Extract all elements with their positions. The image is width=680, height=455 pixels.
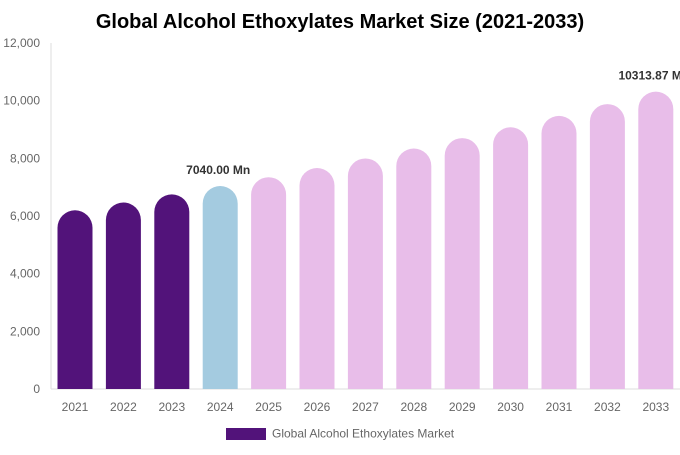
x-tick-label: 2032 xyxy=(594,400,621,414)
data-label: 7040.00 Mn xyxy=(186,163,250,177)
bar-2027[interactable] xyxy=(347,158,383,389)
x-tick-label: 2027 xyxy=(352,400,379,414)
x-tick-label: 2033 xyxy=(642,400,669,414)
y-tick-label: 0 xyxy=(33,382,40,396)
x-tick-label: 2029 xyxy=(449,400,476,414)
bar-2024[interactable] xyxy=(202,186,238,389)
x-axis: 2021 2022 2023 2024 2025 2026 2027 2028 2029 2030… xyxy=(62,400,670,414)
bar-2033[interactable] xyxy=(638,91,674,389)
x-tick-label: 2024 xyxy=(207,400,234,414)
y-tick-label: 8,000 xyxy=(10,151,40,165)
bar-2028[interactable] xyxy=(396,148,432,389)
y-axis: 0 2,000 4,000 6,000 8,000 10,000 12,000 xyxy=(3,36,680,396)
bar-2032[interactable] xyxy=(589,104,625,389)
data-label: 10313.87 Mn xyxy=(618,69,680,83)
x-tick-label: 2021 xyxy=(62,400,89,414)
bar-2025[interactable] xyxy=(251,177,287,389)
bar-2030[interactable] xyxy=(493,127,529,389)
bar-2026[interactable] xyxy=(299,168,335,389)
y-tick-label: 2,000 xyxy=(10,324,40,338)
x-tick-label: 2031 xyxy=(546,400,573,414)
x-tick-label: 2023 xyxy=(158,400,185,414)
bar-2031[interactable] xyxy=(541,115,577,390)
x-tick-label: 2028 xyxy=(400,400,427,414)
legend-label: Global Alcohol Ethoxylates Market xyxy=(272,427,455,441)
x-tick-label: 2026 xyxy=(304,400,331,414)
x-tick-label: 2030 xyxy=(497,400,524,414)
y-tick-label: 12,000 xyxy=(3,36,40,50)
y-tick-label: 4,000 xyxy=(10,267,40,281)
x-tick-label: 2022 xyxy=(110,400,137,414)
bars xyxy=(57,91,674,390)
x-tick-label: 2025 xyxy=(255,400,282,414)
bar-2023[interactable] xyxy=(154,194,190,389)
legend[interactable]: Global Alcohol Ethoxylates Market xyxy=(226,427,455,441)
bar-2029[interactable] xyxy=(444,138,480,389)
chart-title: Global Alcohol Ethoxylates Market Size (… xyxy=(96,11,584,33)
y-tick-label: 10,000 xyxy=(3,94,40,108)
bar-2021[interactable] xyxy=(57,210,93,389)
annotations: 7040.00 Mn 10313.87 Mn xyxy=(186,69,680,177)
y-tick-label: 6,000 xyxy=(10,209,40,223)
bar-2022[interactable] xyxy=(105,202,141,389)
legend-swatch xyxy=(226,428,266,440)
